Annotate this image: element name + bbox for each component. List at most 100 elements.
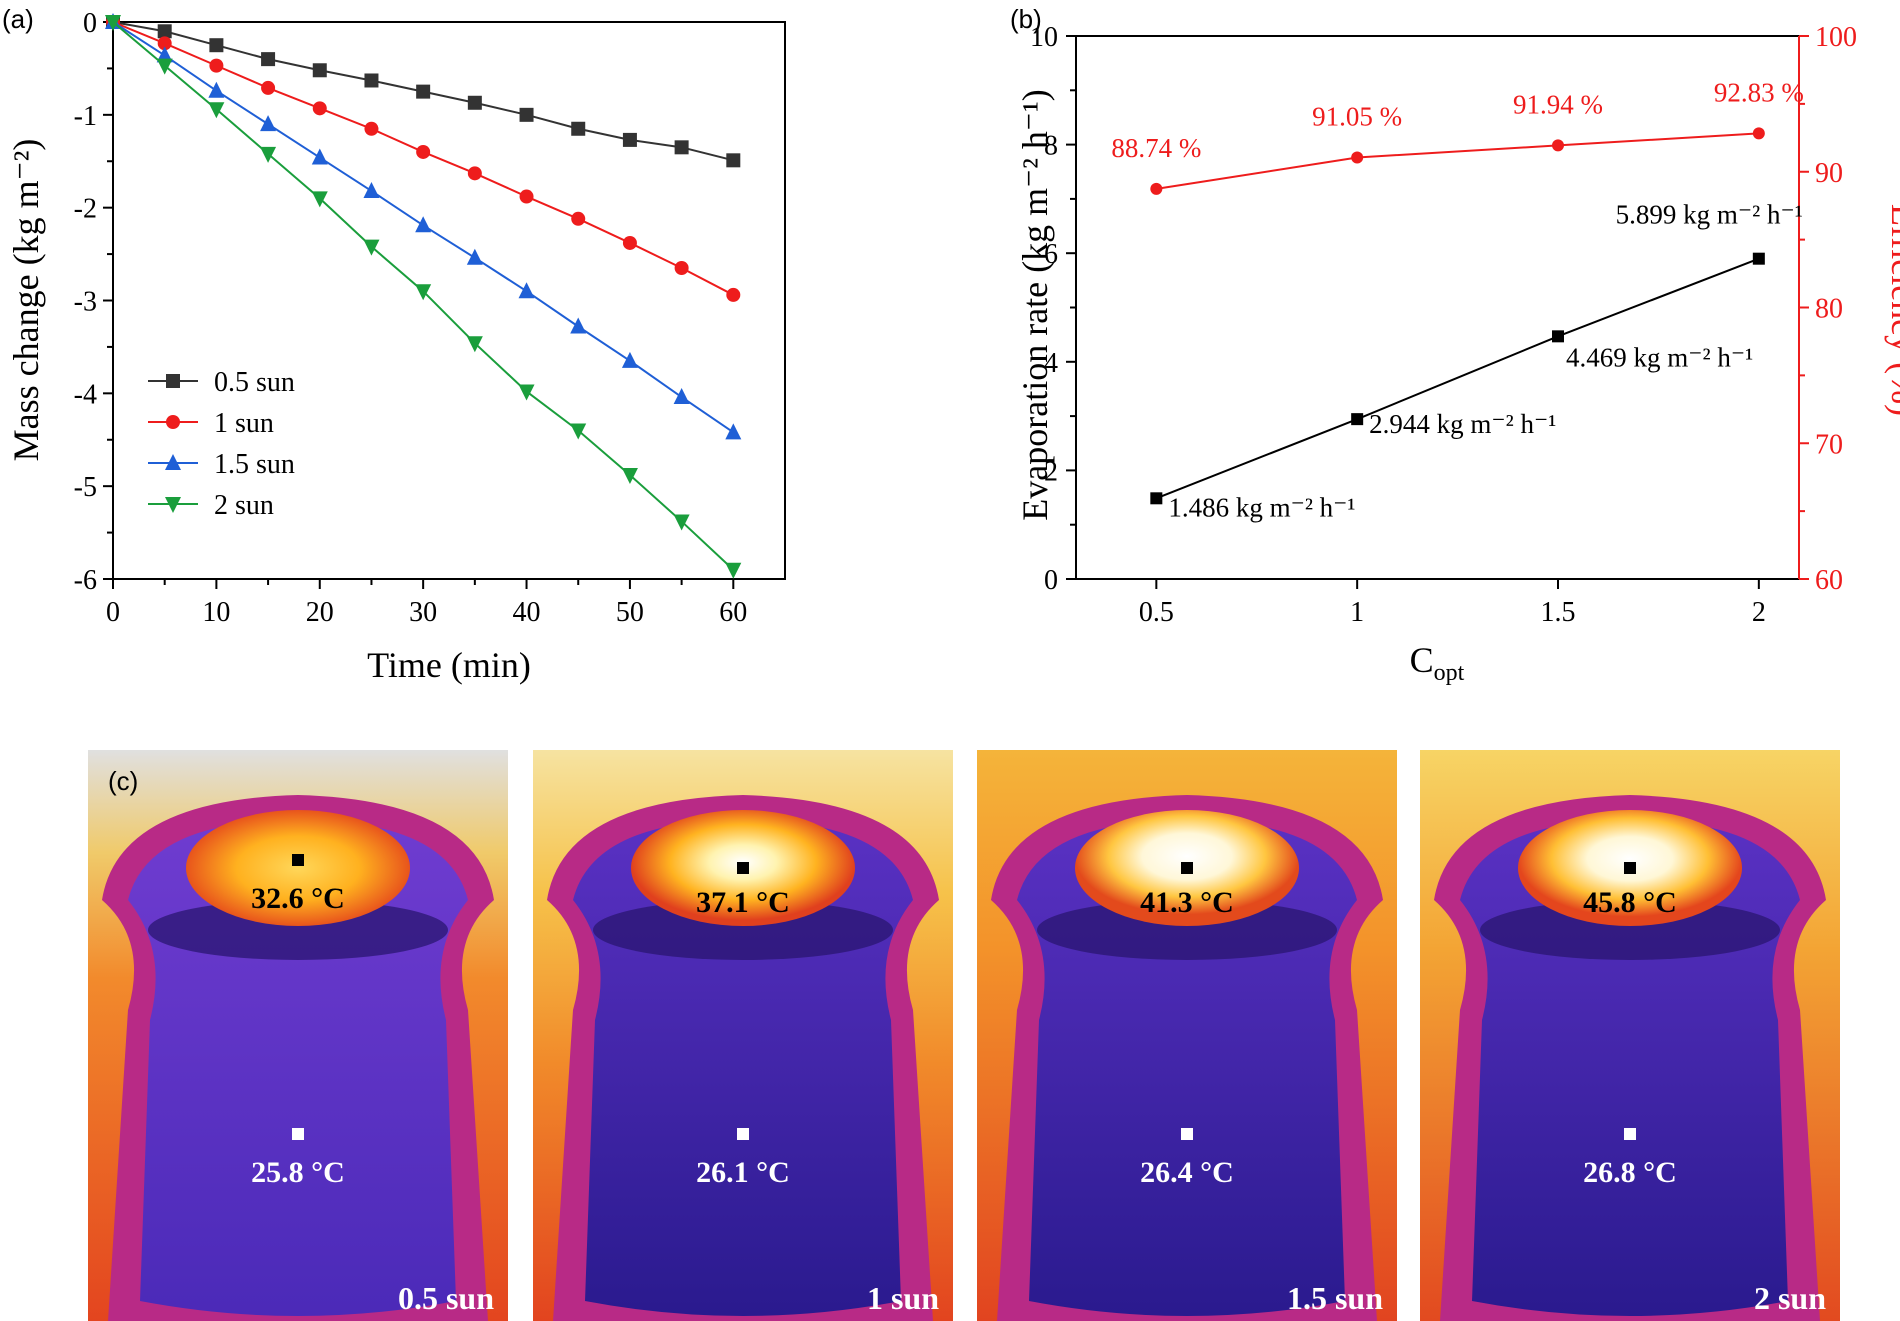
- panel-a-point: [363, 239, 380, 256]
- panel-b-efficiency-point: [1150, 182, 1163, 195]
- panel-a-y-tick-label: -4: [74, 379, 97, 410]
- panel-b-right-tick-label: 90: [1815, 158, 1843, 189]
- thermal-top-marker: [737, 862, 749, 874]
- panel-a-point: [208, 102, 225, 119]
- panel-b-x-tick-label: 2: [1752, 597, 1766, 628]
- panel-a-y-tick-label: 0: [83, 8, 97, 39]
- panel-a-point: [416, 84, 431, 99]
- panel-b-series: 1.486 kg m⁻² h⁻¹ 2.944 kg m⁻² h⁻¹ 4.469 kg…: [1111, 77, 1804, 522]
- panel-a-x-tick-label: 0: [106, 597, 120, 628]
- thermal-bottom-temperature: 26.1 °C: [696, 1156, 790, 1189]
- panel-b-evaporation-point: [1351, 413, 1364, 426]
- panel-b-y-axis-right: 60 70 80 90 100: [1799, 22, 1857, 596]
- panel-b-y-tick-label: 8: [1044, 131, 1058, 162]
- panel-b-efficiency-label: 88.74 %: [1111, 133, 1201, 163]
- thermal-image-4: 45.8 °C 26.8 °C 2 sun: [1420, 750, 1840, 1321]
- panel-a-point: [157, 24, 172, 39]
- panel-a-point: [622, 235, 637, 250]
- panel-a-point: [570, 317, 587, 334]
- panel-a-mass-change-chart: (a) 0 10 20 30 40 50 60 0 -1 -2 -3 -4 -5 -6 Time (mi…: [2, 4, 786, 685]
- thermal-bottom-marker: [737, 1128, 749, 1140]
- panel-a-point: [622, 132, 637, 147]
- panel-a-point: [725, 562, 742, 579]
- panel-a-point: [571, 211, 586, 226]
- panel-b-label: (b): [1010, 4, 1042, 34]
- panel-a-point: [312, 63, 327, 78]
- thermal-image-2: 37.1 °C 26.1 °C 1 sun: [533, 750, 953, 1321]
- panel-a-point: [260, 115, 277, 132]
- thermal-rim-shadow: [148, 900, 448, 960]
- panel-a-x-axis: 0 10 20 30 40 50 60: [106, 579, 747, 628]
- panel-a-point: [726, 287, 741, 302]
- panel-b-x-tick-label: 0.5: [1139, 597, 1174, 628]
- panel-b-y-axis-title-left: Evaporation rate (kg m⁻² h⁻¹): [1015, 89, 1055, 520]
- panel-a-point: [261, 52, 276, 67]
- panel-a-legend-marker: [166, 415, 180, 429]
- panel-a-point: [673, 388, 690, 405]
- panel-b-x-tick-label: 1: [1350, 597, 1364, 628]
- panel-a-point: [466, 248, 483, 265]
- panel-a-point: [364, 121, 379, 136]
- panel-a-point: [312, 101, 327, 116]
- thermal-bottom-marker: [292, 1128, 304, 1140]
- thermal-sun-label: 2 sun: [1754, 1280, 1826, 1316]
- panel-a-legend-marker: [165, 497, 181, 513]
- panel-a-x-tick-label: 20: [306, 597, 334, 628]
- panel-b-y-tick-label: 4: [1044, 348, 1058, 379]
- thermal-rim-shadow: [1480, 900, 1780, 960]
- panel-b-right-tick-label: 60: [1815, 565, 1843, 596]
- panel-b-x-axis: 0.5 1 1.5 2: [1139, 579, 1766, 628]
- panel-a-x-tick-label: 40: [513, 597, 541, 628]
- thermal-sun-label: 1 sun: [867, 1280, 939, 1316]
- panel-b-y-tick-label: 10: [1030, 22, 1058, 53]
- thermal-rim-shadow: [593, 900, 893, 960]
- panel-a-point: [726, 153, 741, 168]
- thermal-top-temperature: 41.3 °C: [1140, 886, 1234, 919]
- thermal-top-temperature: 32.6 °C: [251, 882, 345, 915]
- thermal-hot-spot: [186, 810, 410, 926]
- panel-a-point: [363, 181, 380, 198]
- panel-a-point: [260, 146, 277, 163]
- panel-a-point: [415, 284, 432, 301]
- panel-a-point: [156, 46, 173, 63]
- panel-a-x-tick-label: 30: [409, 597, 437, 628]
- panel-a-point: [364, 73, 379, 88]
- panel-b-right-tick-label: 80: [1815, 294, 1843, 325]
- thermal-top-marker: [292, 854, 304, 866]
- panel-b-efficiency-label: 92.83 %: [1714, 77, 1804, 107]
- panel-a-point: [467, 95, 482, 110]
- panel-a-y-axis: 0 -1 -2 -3 -4 -5 -6: [74, 8, 113, 596]
- panel-b-efficiency-point: [1552, 139, 1564, 152]
- panel-a-point: [311, 148, 328, 165]
- panel-a-legend-label: 1 sun: [214, 408, 274, 439]
- panel-b-evaporation-point: [1150, 492, 1163, 505]
- panel-a-y-tick-label: -2: [74, 194, 97, 225]
- thermal-sun-label: 0.5 sun: [398, 1280, 494, 1316]
- panel-a-point: [105, 15, 121, 31]
- panel-b-evaporation-label: 4.469 kg m⁻² h⁻¹: [1566, 342, 1753, 372]
- panel-a-point: [157, 36, 172, 51]
- panel-a-point: [621, 468, 638, 485]
- panel-a-point: [466, 336, 483, 353]
- panel-a-y-axis-title: Mass change (kg m⁻²): [6, 139, 46, 462]
- panel-b-y-axis-title-right: Efficiency (%): [1884, 204, 1900, 416]
- panel-a-point: [311, 191, 328, 208]
- panel-a-legend-label: 0.5 sun: [214, 367, 295, 398]
- panel-a-x-tick-label: 50: [616, 597, 644, 628]
- panel-a-point: [725, 423, 742, 440]
- thermal-bottom-marker: [1181, 1128, 1193, 1140]
- panel-a-series: [105, 13, 742, 579]
- panel-a-x-axis-title: Time (min): [367, 645, 531, 685]
- panel-b-efficiency-label: 91.05 %: [1312, 101, 1402, 131]
- panel-a-point: [467, 166, 482, 181]
- panel-b-efficiency-label: 91.94 %: [1513, 89, 1603, 119]
- panel-b-y-axis-left: 0 2 4 6 8 10: [1030, 22, 1076, 596]
- panel-b-line-efficiency: [1156, 132, 1759, 190]
- panel-a-legend-marker: [165, 454, 181, 470]
- panel-a-legend: 0.5 sun 1 sun 1.5 sun 2 sun: [148, 367, 295, 521]
- panel-a-y-tick-label: -1: [74, 101, 97, 132]
- panel-a-point: [518, 384, 535, 401]
- thermal-image-3: 41.3 °C 26.4 °C 1.5 sun: [977, 750, 1397, 1321]
- panel-a-point: [156, 58, 173, 75]
